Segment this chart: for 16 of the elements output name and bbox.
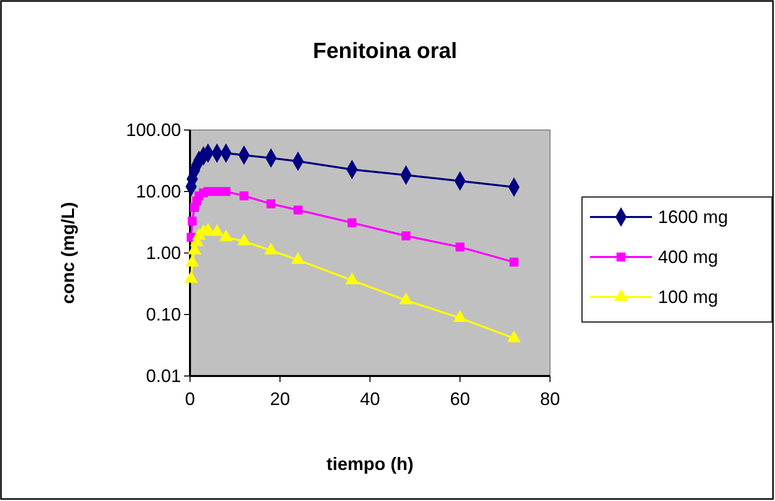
y-tick-label: 1.00 bbox=[146, 242, 181, 263]
y-tick-label: 10.00 bbox=[136, 181, 181, 202]
x-tick-label: 60 bbox=[450, 388, 470, 409]
y-tick-label: 100.00 bbox=[126, 120, 181, 140]
y-tick-label: 0.01 bbox=[146, 366, 181, 386]
chart-title: Fenitoina oral bbox=[312, 38, 458, 63]
y-axis-title: conc (mg/L) bbox=[58, 202, 78, 304]
x-tick-label: 20 bbox=[270, 388, 290, 409]
x-tick-label: 40 bbox=[360, 388, 380, 409]
y-tick-label: 0.10 bbox=[146, 304, 181, 324]
legend-label: 100 mg bbox=[658, 287, 718, 307]
x-tick-label: 80 bbox=[540, 388, 560, 409]
x-axis-title: tiempo (h) bbox=[326, 454, 414, 474]
x-tick-label: 0 bbox=[184, 388, 196, 409]
legend-label: 1600 mg bbox=[658, 207, 728, 227]
legend-label: 400 mg bbox=[658, 247, 718, 267]
